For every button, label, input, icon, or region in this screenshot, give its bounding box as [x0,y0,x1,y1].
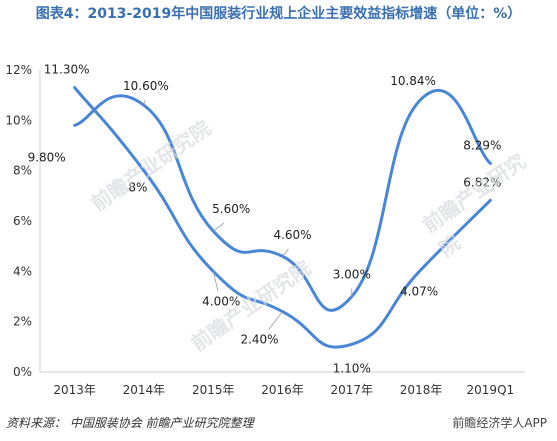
data-label: 6.82% [463,175,501,189]
data-label: 1.10% [333,361,371,375]
data-label: 11.30% [44,63,90,77]
y-tick-label: 10% [5,113,32,127]
data-label: 8% [128,181,147,195]
source-note: 资料来源： 中国服装协会 前瞻产业研究院整理 [6,416,254,430]
x-tick-label: 2017年 [331,383,374,397]
data-label: 4.07% [400,285,438,299]
label-leader [212,222,225,232]
data-label: 3.00% [333,268,371,282]
series-line-2 [73,86,492,349]
y-tick-label: 12% [5,63,32,77]
y-tick-label: 6% [13,214,32,228]
x-tick-label: 2016年 [261,383,304,397]
data-label: 4.00% [202,294,240,308]
y-tick-label: 4% [13,264,32,278]
label-leader [212,271,219,292]
x-tick-label: 2013年 [53,383,96,397]
data-label: 4.60% [273,228,311,242]
x-tick-label: 2015年 [192,383,235,397]
x-tick-label: 2019Q1 [467,383,515,397]
data-label: 5.60% [212,202,250,216]
data-label: 2.40% [240,333,278,347]
data-label: 10.60% [123,79,169,93]
y-tick-label: 0% [13,365,32,379]
data-label: 9.80% [28,150,66,164]
label-leader [268,311,283,330]
y-tick-label: 2% [13,315,32,329]
series-line-1 [73,89,492,312]
data-label: 10.84% [390,74,436,88]
chart-title: 图表4：2013-2019年中国服装行业规上企业主要效益指标增速（单位：%） [35,6,522,22]
label-leader [143,100,146,106]
y-tick-label: 8% [13,164,32,178]
x-tick-label: 2018年 [400,383,443,397]
x-tick-label: 2014年 [123,383,166,397]
label-leader [282,248,289,257]
brand-label: 前瞻经济学人APP [452,416,547,430]
data-label: 8.29% [463,138,501,152]
